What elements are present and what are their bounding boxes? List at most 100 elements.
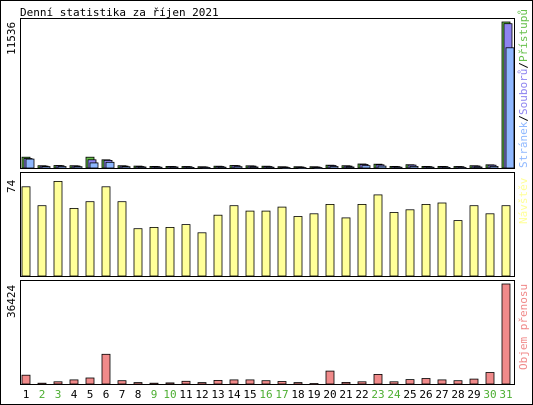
bar-bytes xyxy=(501,283,511,385)
bar-visits xyxy=(69,207,79,277)
day-label: 27 xyxy=(435,388,448,401)
day-label: 13 xyxy=(211,388,224,401)
bottom-panel-ymax-label: 36424 xyxy=(5,285,18,318)
bar-pages xyxy=(25,158,35,169)
day-label: 8 xyxy=(135,388,142,401)
day-label: 4 xyxy=(71,388,78,401)
bar-bytes xyxy=(197,382,207,385)
bottom-panel-frame xyxy=(20,280,515,385)
day-label: 7 xyxy=(119,388,126,401)
bar-bytes xyxy=(133,382,143,385)
bar-pages xyxy=(393,166,403,169)
bar-visits xyxy=(373,194,383,277)
bar-pages xyxy=(249,166,259,169)
day-label: 31 xyxy=(499,388,512,401)
day-label: 14 xyxy=(227,388,241,401)
day-label: 21 xyxy=(339,388,352,401)
day-label: 12 xyxy=(195,388,208,401)
top-panel-ymax-label: 11536 xyxy=(5,22,18,55)
bar-pages xyxy=(281,167,291,170)
bar-bytes xyxy=(389,381,399,385)
bar-pages xyxy=(409,165,419,169)
day-label: 26 xyxy=(419,388,432,401)
day-label: 2 xyxy=(39,388,46,401)
day-label: 24 xyxy=(387,388,401,401)
bar-bytes xyxy=(69,379,79,385)
bar-bytes xyxy=(165,382,175,385)
bar-bytes xyxy=(229,379,239,385)
bar-visits xyxy=(133,228,143,277)
day-label: 28 xyxy=(451,388,464,401)
bar-pages xyxy=(169,166,179,169)
bar-visits xyxy=(53,180,63,277)
bar-pages xyxy=(457,167,467,169)
legend-hits: Přístupů xyxy=(517,9,530,62)
day-label: 29 xyxy=(467,388,480,401)
legend-bytes: Objem přenosu xyxy=(517,284,530,370)
bar-pages xyxy=(89,162,99,169)
bar-visits xyxy=(469,205,479,277)
bar-visits xyxy=(181,224,191,277)
bar-visits xyxy=(149,226,159,277)
bar-visits xyxy=(437,202,447,277)
bar-bytes xyxy=(405,379,415,385)
day-label: 23 xyxy=(371,388,384,401)
bar-pages xyxy=(153,166,163,169)
bar-visits xyxy=(261,210,271,277)
bar-pages xyxy=(73,166,83,169)
bar-pages xyxy=(217,166,227,169)
day-labels: 1 2 3 4 5 6 7 8 9 10 11 12 13 14 15 16 17 18 19 20 21 22 23 24 2… xyxy=(23,388,513,401)
bar-bytes xyxy=(421,378,431,385)
bar-visits xyxy=(277,206,287,277)
bar-visits xyxy=(389,212,399,277)
middle-panel-frame xyxy=(20,172,515,277)
chart-title: Denní statistika za říjen 2021 xyxy=(20,6,219,19)
svg-text:Stránek/Souborů/Přístupů: Stránek/Souborů/Přístupů xyxy=(517,9,530,168)
bar-visits xyxy=(405,209,415,277)
middle-panel-bars xyxy=(21,180,511,277)
bar-bytes xyxy=(437,379,447,385)
bar-bytes xyxy=(325,370,335,385)
bar-pages xyxy=(505,47,515,169)
bar-pages xyxy=(57,166,67,169)
top-panel-bars xyxy=(21,21,515,170)
day-label: 5 xyxy=(87,388,94,401)
bar-visits xyxy=(485,213,495,277)
bar-visits xyxy=(213,214,223,277)
bar-visits xyxy=(117,201,127,277)
day-label: 15 xyxy=(243,388,256,401)
bar-bytes xyxy=(293,382,303,385)
bar-pages xyxy=(297,167,307,170)
bar-pages xyxy=(489,165,499,169)
bar-bytes xyxy=(101,353,111,385)
bar-visits xyxy=(197,232,207,277)
bar-bytes xyxy=(117,380,127,385)
top-panel-legend: Stránek/Souborů/Přístupů xyxy=(517,9,530,168)
day-label: 22 xyxy=(355,388,368,401)
bar-pages xyxy=(105,161,115,169)
bar-visits xyxy=(101,186,111,277)
day-label: 9 xyxy=(151,388,158,401)
bar-visits xyxy=(293,216,303,277)
legend-files: Souborů xyxy=(517,69,530,115)
bar-pages xyxy=(377,165,387,169)
bar-bytes xyxy=(261,380,271,385)
day-label: 17 xyxy=(275,388,288,401)
bar-visits xyxy=(421,203,431,277)
bar-pages xyxy=(233,166,243,169)
bar-pages xyxy=(121,166,131,169)
bar-visits xyxy=(245,210,255,277)
bar-visits xyxy=(165,226,175,277)
bar-bytes xyxy=(277,381,287,385)
bar-pages xyxy=(313,167,323,170)
bar-visits xyxy=(309,213,319,277)
bar-bytes xyxy=(357,381,367,385)
legend-pages: Stránek xyxy=(517,121,530,168)
day-label: 1 xyxy=(23,388,30,401)
bar-visits xyxy=(453,220,463,277)
bar-bytes xyxy=(245,379,255,385)
day-label: 16 xyxy=(259,388,272,401)
bar-pages xyxy=(41,166,51,169)
